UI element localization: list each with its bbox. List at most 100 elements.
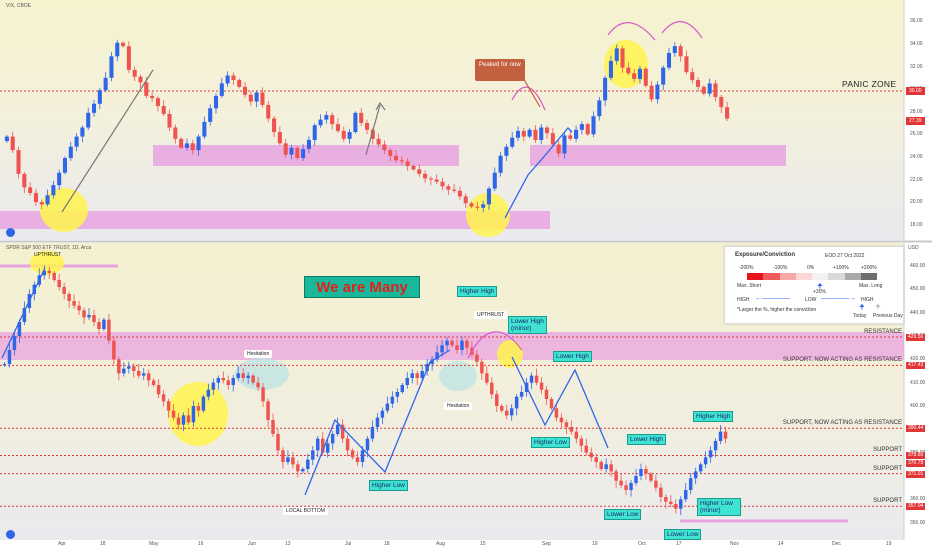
candle-body bbox=[654, 480, 658, 488]
legend-color-bar bbox=[747, 273, 877, 280]
candle-body bbox=[382, 144, 387, 151]
y-axis-strip-spy bbox=[904, 243, 932, 540]
candle-body bbox=[579, 438, 584, 446]
candle-body bbox=[281, 450, 285, 462]
candle-body bbox=[51, 185, 56, 196]
candle-body bbox=[584, 445, 589, 453]
candle-body bbox=[246, 375, 250, 378]
candle-body bbox=[62, 287, 66, 294]
candle-body bbox=[206, 389, 211, 397]
candle-body bbox=[289, 147, 294, 155]
label-hesitation2: Hesitation bbox=[444, 402, 473, 410]
candle-body bbox=[723, 431, 728, 439]
candle-body bbox=[480, 361, 484, 374]
candle-body bbox=[632, 73, 637, 79]
x-tick-label: 18 bbox=[100, 541, 106, 547]
candle-body bbox=[490, 382, 494, 395]
candle-body bbox=[428, 178, 433, 180]
candle-body bbox=[579, 124, 584, 130]
label-lower-low2: Lower Low bbox=[664, 529, 702, 540]
legend-high-left: HIGH bbox=[737, 297, 750, 303]
vix-arc-2 bbox=[607, 22, 656, 41]
candle-body bbox=[455, 345, 459, 350]
candle-body bbox=[725, 107, 730, 119]
level-label: SUPPORT, NOW ACTING AS RESISTANCE bbox=[782, 420, 902, 427]
candle-body bbox=[112, 340, 116, 360]
candle-body bbox=[341, 130, 346, 139]
candle-body bbox=[39, 202, 44, 205]
candle-body bbox=[463, 196, 468, 204]
candle-body bbox=[57, 172, 62, 186]
candle-body bbox=[320, 438, 325, 453]
candle-body bbox=[150, 95, 155, 99]
vix-zone-mid-right bbox=[530, 145, 786, 166]
candle-body bbox=[261, 387, 265, 402]
x-tick-label: 16 bbox=[198, 541, 204, 547]
candle-body bbox=[171, 410, 176, 418]
candle-body bbox=[423, 173, 428, 179]
spy-level-lines bbox=[0, 336, 904, 507]
vix-arc-3 bbox=[661, 21, 703, 39]
candle-body bbox=[68, 146, 73, 159]
candle-body bbox=[141, 373, 146, 376]
legend-title: Exposure/Conviction bbox=[735, 252, 796, 258]
x-tick-label: Jul bbox=[345, 541, 352, 547]
legend-max-short: Max. Short bbox=[737, 283, 762, 289]
x-tick-label: Nov bbox=[730, 541, 739, 547]
y-tick-label: 360.00 bbox=[910, 496, 926, 503]
candle-body bbox=[271, 420, 275, 434]
tv-logo-icon-top bbox=[6, 228, 15, 237]
candle-body bbox=[649, 85, 654, 100]
candle-body bbox=[475, 354, 479, 362]
candle-body bbox=[161, 394, 166, 402]
x-tick-label: Sep bbox=[542, 541, 551, 547]
legend-arrow-up-icon: 🠉 bbox=[817, 283, 823, 290]
spy-hesitation-bubble2 bbox=[439, 361, 477, 391]
x-tick-label: Jun bbox=[248, 541, 257, 547]
level-label: SUPPORT bbox=[873, 465, 902, 472]
candle-body bbox=[122, 368, 126, 374]
candle-body bbox=[375, 417, 380, 427]
vix-title: VIX, CBOE bbox=[6, 3, 32, 9]
candle-body bbox=[242, 86, 248, 95]
candle-body bbox=[411, 165, 416, 170]
level-label: SUPPORT bbox=[873, 447, 902, 454]
legend-scale-m100: -100% bbox=[773, 265, 788, 271]
candle-body bbox=[420, 371, 424, 378]
candle-body bbox=[186, 415, 191, 423]
candle-body bbox=[231, 75, 236, 81]
spy-highlight-may bbox=[168, 382, 228, 446]
y-tick-label: 400.00 bbox=[910, 403, 926, 409]
candle-body bbox=[155, 98, 160, 107]
candle-body bbox=[659, 487, 663, 497]
candle-body bbox=[629, 483, 633, 490]
candle-body bbox=[72, 301, 76, 306]
candle-body bbox=[620, 48, 625, 68]
x-axis-strip bbox=[0, 540, 932, 550]
candle-body bbox=[266, 104, 271, 119]
candle-body bbox=[708, 450, 713, 458]
y-tick-label: 24.00 bbox=[910, 153, 923, 160]
candle-body bbox=[248, 94, 253, 102]
candle-body bbox=[415, 373, 419, 378]
spy-y-unit: USD bbox=[908, 245, 919, 251]
candle-body bbox=[28, 187, 33, 194]
candle-body bbox=[97, 322, 101, 329]
candle-body bbox=[359, 112, 364, 123]
candle-body bbox=[201, 396, 206, 411]
x-tick-label: 13 bbox=[285, 541, 291, 547]
candle-body bbox=[312, 125, 317, 140]
candle-body bbox=[221, 378, 226, 381]
candle-body bbox=[405, 378, 410, 385]
candle-body bbox=[121, 42, 126, 47]
y-tick-label: 450.00 bbox=[910, 286, 926, 293]
price-badge: 371.01 bbox=[906, 470, 926, 478]
candle-body bbox=[126, 46, 131, 70]
candle-body bbox=[276, 434, 280, 451]
candle-body bbox=[394, 155, 399, 161]
candle-body bbox=[316, 438, 320, 451]
candle-body bbox=[544, 389, 549, 399]
candle-body bbox=[619, 480, 623, 486]
candle-body bbox=[47, 270, 51, 273]
candle-body bbox=[594, 457, 598, 462]
